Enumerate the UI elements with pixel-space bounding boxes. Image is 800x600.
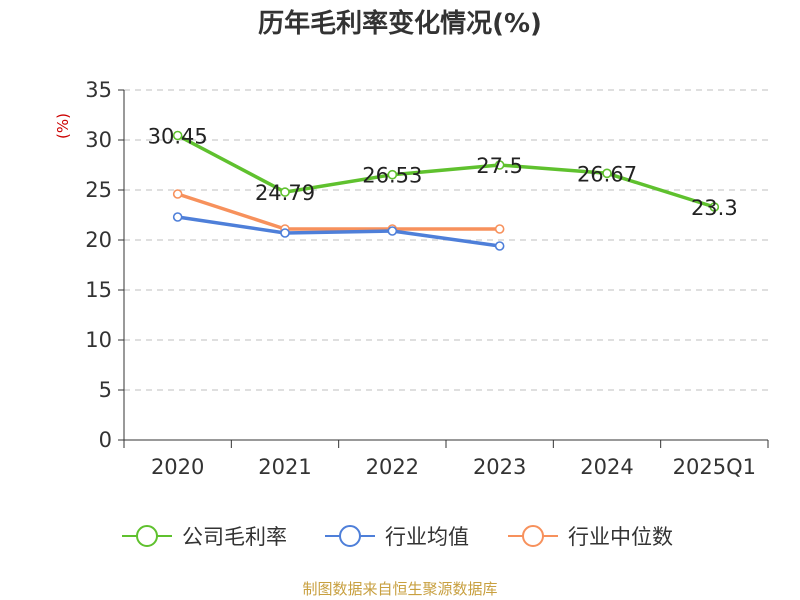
y-tick-label-10: 10	[85, 328, 112, 352]
line-行业均值	[177, 215, 500, 248]
point-公司毛利率-2022	[387, 169, 398, 180]
legend-marker	[522, 525, 544, 547]
legend-item-行业均值[interactable]: 行业均值	[325, 525, 469, 549]
x-tick-label-2020: 2020	[151, 455, 204, 479]
y-tick-label-25: 25	[85, 178, 112, 202]
y-tick-label-30: 30	[85, 128, 112, 152]
x-tick-label-2021: 2021	[258, 455, 311, 479]
y-tick-label-15: 15	[85, 278, 112, 302]
y-tick-label-0: 0	[99, 428, 112, 452]
data-label-2025Q1: 23.3	[691, 196, 738, 220]
point-行业均值-2022	[387, 226, 398, 236]
x-tick-label-2022: 2022	[366, 455, 419, 479]
point-公司毛利率-2024	[602, 168, 612, 179]
legend-label: 公司毛利率	[182, 525, 287, 549]
chart-title: 历年毛利率变化情况(%)	[258, 8, 542, 39]
line-公司毛利率	[176, 133, 715, 209]
point-行业均值-2020	[172, 212, 183, 222]
point-行业均值-2021	[280, 228, 290, 238]
legend-marker	[339, 525, 361, 547]
series-行业中位数	[172, 189, 505, 234]
legend-label: 行业均值	[385, 525, 469, 549]
legend-marker	[136, 525, 158, 547]
x-tick-label-2025Q1: 2025Q1	[673, 455, 756, 479]
x-tick-labels: 2020 2021 2022 2023 2024 2025Q1	[151, 455, 756, 479]
point-行业中位数-2020	[172, 189, 183, 199]
point-公司毛利率-2023	[494, 160, 505, 170]
y-tick-label-5: 5	[99, 378, 112, 402]
y-tick-labels: 0 5 10 15 20 25 30 35	[85, 78, 112, 452]
data-label-2022: 26.53	[362, 164, 422, 188]
data-label-2023: 27.5	[476, 154, 523, 178]
legend-item-公司毛利率[interactable]: 公司毛利率	[122, 525, 287, 549]
y-tick-label-20: 20	[85, 228, 112, 252]
point-行业均值-2023	[494, 241, 505, 251]
line-行业中位数	[177, 192, 500, 231]
series-行业均值	[172, 212, 505, 251]
source-note: 制图数据来自恒生聚源数据库	[302, 580, 497, 598]
legend-label: 行业中位数	[568, 525, 673, 549]
point-公司毛利率-2021	[280, 187, 290, 197]
series-公司毛利率	[172, 130, 720, 212]
data-labels: 30.45 24.79 26.53 27.5 26.67 23.3	[148, 125, 738, 221]
y-tick-label-35: 35	[85, 78, 112, 102]
data-label-2021: 24.79	[255, 181, 315, 205]
point-公司毛利率-2020	[172, 130, 183, 141]
data-label-2020: 30.45	[148, 125, 208, 149]
legend-item-行业中位数[interactable]: 行业中位数	[508, 525, 673, 549]
point-公司毛利率-2025Q1	[709, 202, 720, 212]
point-行业中位数-2023	[494, 224, 505, 234]
axes	[118, 89, 769, 448]
series-lines	[172, 130, 720, 251]
x-tick-label-2024: 2024	[580, 455, 633, 479]
y-axis-label: (%)	[54, 113, 72, 139]
x-tick-label-2023: 2023	[473, 455, 526, 479]
data-label-2024: 26.67	[577, 162, 637, 186]
legend[interactable]: 公司毛利率 行业均值 行业中位数	[122, 525, 673, 549]
